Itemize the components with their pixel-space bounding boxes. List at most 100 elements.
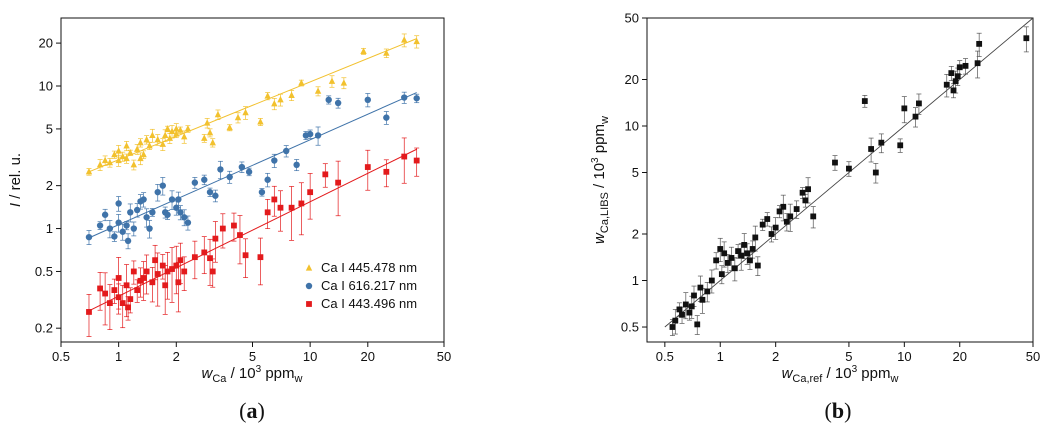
data-point: [717, 246, 724, 252]
data-point: [143, 135, 150, 143]
panel-a-y-tick-label: 0.5: [35, 264, 53, 279]
data-point: [752, 234, 759, 241]
panel-a-label: (a): [239, 398, 265, 423]
data-point: [159, 140, 166, 147]
data-point: [952, 78, 959, 85]
data-point: [383, 49, 390, 56]
panel-b-label: (b): [825, 398, 852, 423]
data-point: [956, 64, 963, 71]
data-point: [298, 200, 305, 207]
data-point: [140, 275, 147, 281]
data-point: [697, 284, 704, 291]
error-bar: [173, 245, 179, 295]
data-point: [231, 222, 237, 229]
data-point: [799, 189, 806, 196]
panel-a-x-tick-label: 2: [173, 349, 180, 364]
panel-a-x-tick-label: 1: [115, 349, 122, 364]
data-point: [115, 200, 122, 207]
data-point: [115, 156, 122, 164]
data-point: [776, 208, 783, 215]
panel-a-x-tick-label: 50: [437, 349, 451, 364]
data-point: [271, 157, 278, 164]
data-point: [191, 179, 199, 186]
panel-a-x-tick-label: 20: [361, 349, 375, 364]
panel-b-x-tick-label: 5: [845, 349, 852, 364]
data-point: [861, 98, 868, 104]
data-point: [257, 254, 264, 261]
data-point: [688, 303, 695, 310]
data-point: [154, 188, 161, 196]
fit-line: [88, 38, 417, 173]
data-point: [314, 132, 322, 139]
data-point: [159, 262, 166, 269]
data-point: [245, 168, 253, 176]
panel-a-xlabel-sub: Ca: [212, 373, 227, 385]
data-point: [162, 282, 169, 289]
panel-b-y-tick-label: 2: [632, 227, 639, 242]
data-point: [134, 145, 141, 152]
data-point: [744, 250, 751, 257]
data-point: [916, 100, 922, 107]
panel-b-y-ticks: 0.5 1 2 5 10 20 50: [621, 11, 647, 335]
data-point: [173, 130, 180, 137]
data-point: [125, 304, 131, 311]
panel-b-x-axis-label: wCa,ref / 103 ppmw: [782, 364, 899, 385]
data-point: [749, 246, 756, 252]
data-point: [669, 324, 676, 330]
data-point: [140, 150, 147, 158]
data-point: [360, 47, 367, 54]
data-point: [152, 257, 158, 264]
data-point: [288, 204, 295, 211]
data-point: [277, 204, 284, 211]
data-point: [954, 73, 961, 80]
panel-a-y-tick-label: 0.2: [35, 321, 53, 336]
data-point: [143, 214, 150, 221]
data-point: [768, 231, 775, 237]
data-point: [912, 113, 919, 120]
data-point: [242, 252, 249, 259]
data-point: [111, 150, 118, 158]
data-point: [191, 254, 198, 261]
data-point: [97, 285, 103, 292]
panel-b-ylabel-var: w: [591, 232, 608, 244]
legend-marker: [305, 264, 313, 271]
data-point: [686, 309, 693, 316]
panel-b-y-tick-label: 20: [625, 72, 639, 87]
data-point: [340, 79, 348, 86]
data-point: [111, 233, 118, 240]
data-point: [754, 262, 761, 269]
data-point: [168, 127, 176, 135]
data-point: [119, 228, 126, 235]
data-point: [201, 249, 208, 256]
data-point: [123, 142, 130, 149]
data-point: [86, 309, 92, 315]
data-point: [115, 147, 122, 154]
panel-b-ylabel-unit: ppm: [591, 124, 608, 157]
data-point: [149, 131, 156, 139]
data-point: [708, 277, 715, 284]
data-point: [832, 159, 838, 166]
data-point: [728, 255, 735, 261]
data-point: [137, 154, 144, 162]
data-point: [328, 77, 336, 84]
data-point: [878, 139, 885, 146]
data-point: [413, 157, 420, 164]
panel-b-plot-frame: [646, 17, 1034, 343]
error-bar: [257, 237, 263, 286]
data-point: [364, 96, 371, 104]
panel-a-points: [85, 36, 420, 315]
data-point: [943, 81, 950, 88]
data-point: [401, 153, 408, 160]
panel-a-legend: Ca I 445.478 nm Ca I 616.217 nm Ca I 443.4…: [305, 260, 417, 311]
data-point: [846, 165, 852, 172]
data-point: [85, 168, 93, 175]
error-bar: [169, 247, 175, 303]
data-point: [143, 268, 150, 275]
panel-a-y-tick-label: 20: [39, 36, 53, 51]
data-point: [257, 118, 264, 125]
panel-a-y-tick-label: 1: [46, 221, 53, 236]
panel-a-y-axis-label: I / rel. u.: [7, 153, 24, 207]
data-point: [672, 317, 679, 324]
data-point: [1023, 35, 1030, 42]
data-point: [974, 60, 981, 67]
